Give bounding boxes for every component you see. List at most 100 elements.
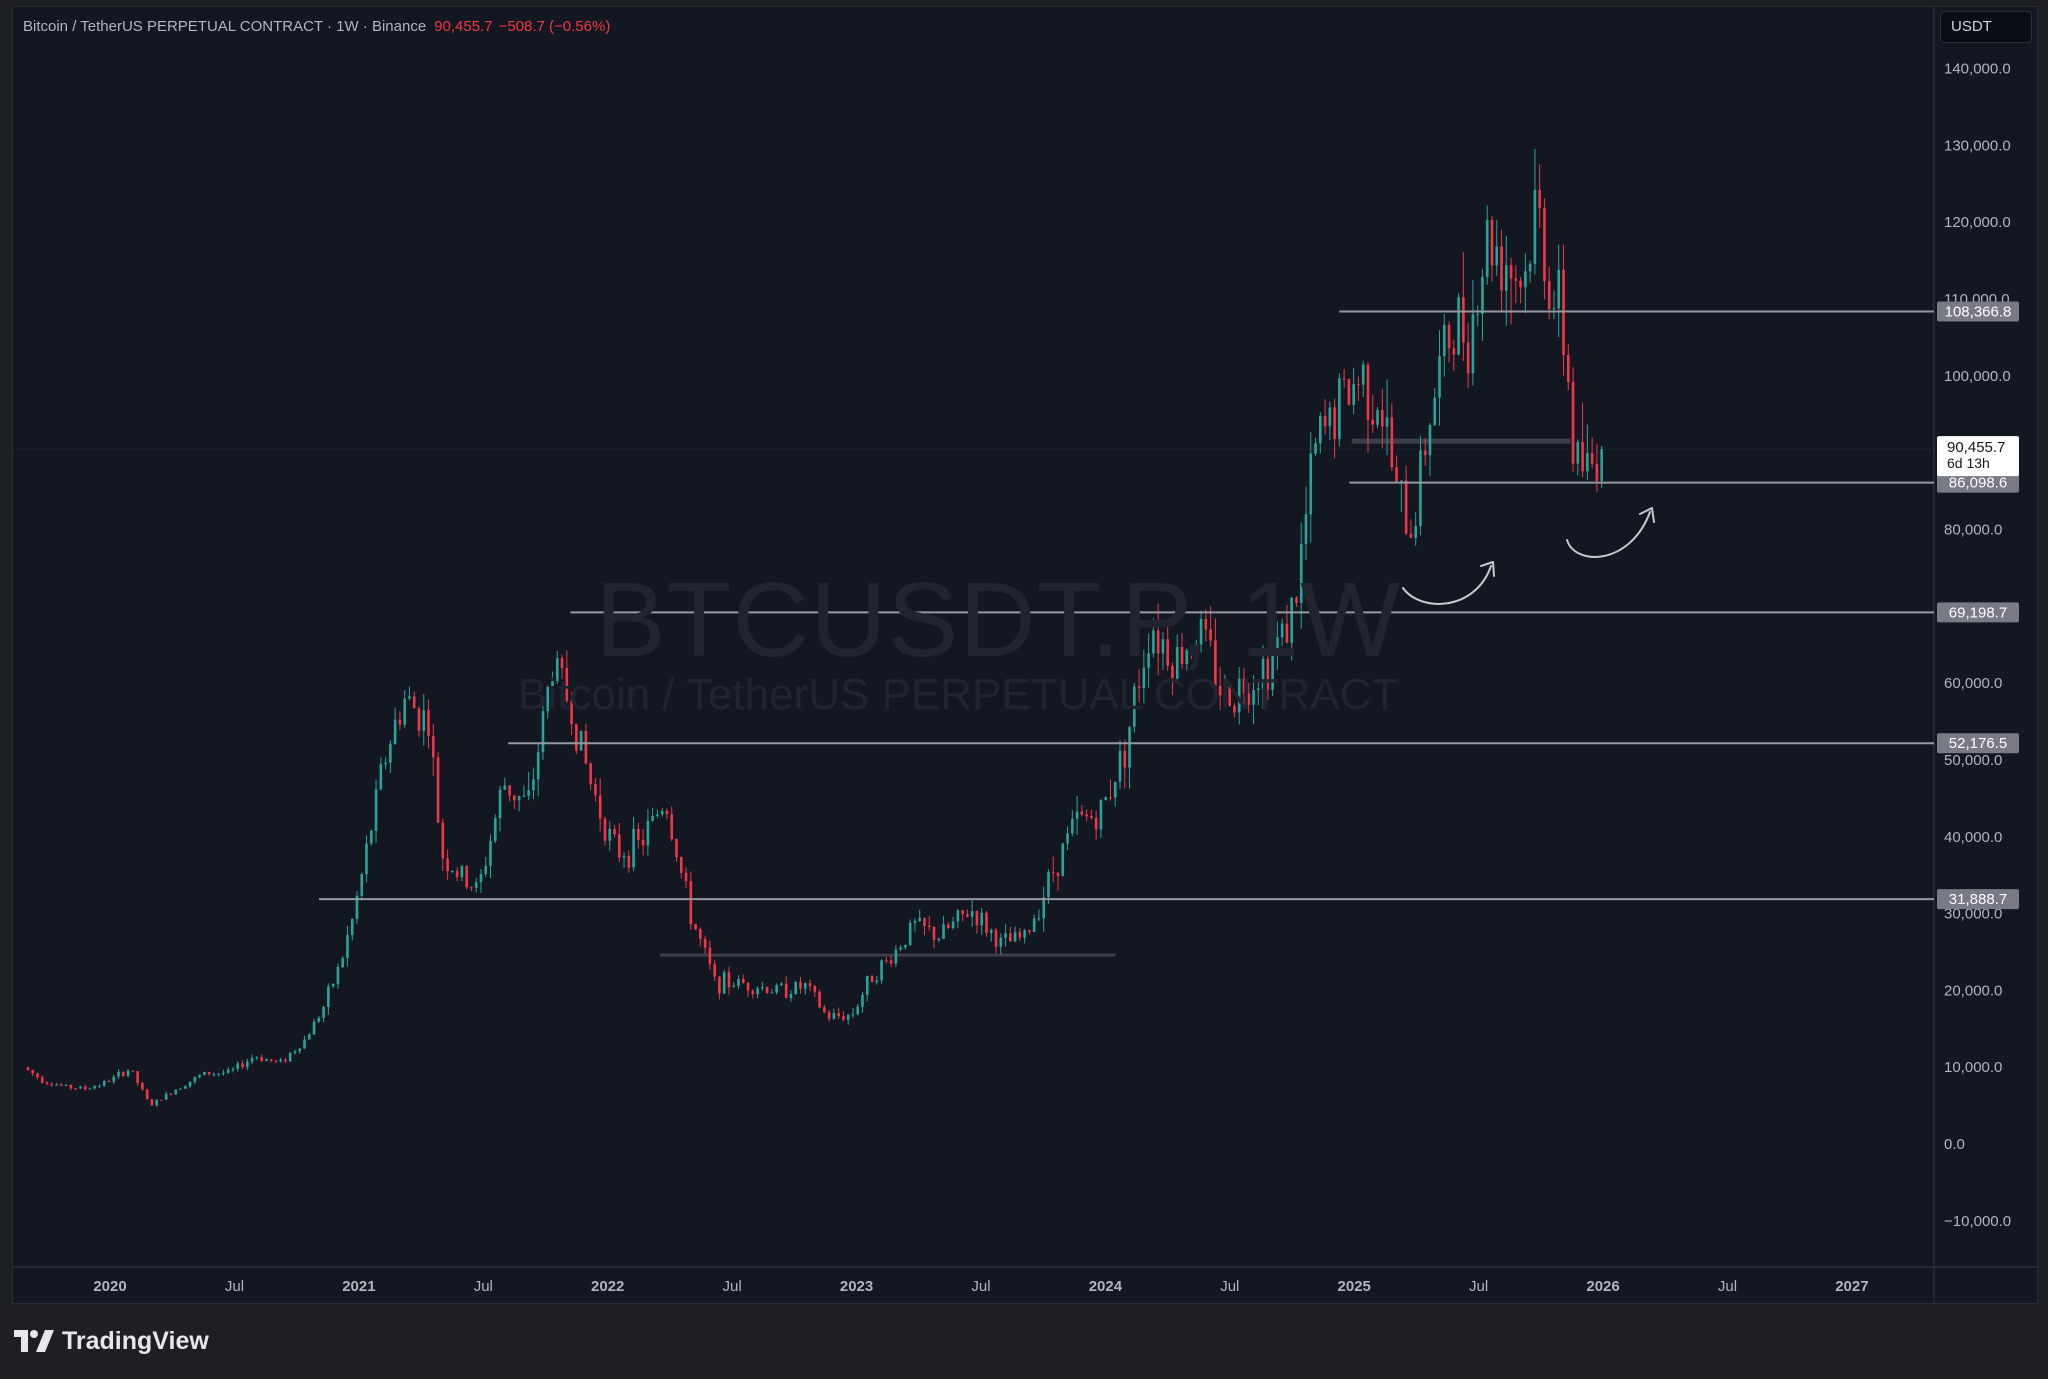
candle[interactable]: [646, 809, 650, 856]
candle[interactable]: [60, 1083, 63, 1087]
candle[interactable]: [1576, 439, 1580, 476]
candle[interactable]: [250, 1054, 254, 1065]
candle[interactable]: [1051, 856, 1055, 883]
candle[interactable]: [245, 1058, 249, 1071]
candle[interactable]: [1361, 360, 1365, 397]
candle[interactable]: [1566, 343, 1570, 391]
candle[interactable]: [298, 1048, 302, 1054]
candle[interactable]: [1509, 257, 1513, 325]
candle[interactable]: [565, 650, 569, 704]
candle[interactable]: [555, 650, 559, 684]
candle[interactable]: [222, 1069, 225, 1076]
candle[interactable]: [36, 1072, 39, 1080]
candle[interactable]: [474, 878, 478, 893]
candle[interactable]: [1481, 269, 1484, 341]
candle[interactable]: [1023, 928, 1026, 944]
candle[interactable]: [799, 976, 802, 994]
candle[interactable]: [1371, 394, 1375, 433]
candle[interactable]: [885, 956, 888, 964]
candle[interactable]: [470, 886, 473, 891]
candle[interactable]: [331, 983, 335, 989]
candle[interactable]: [107, 1079, 111, 1083]
candle[interactable]: [1142, 649, 1146, 704]
candle[interactable]: [1595, 444, 1599, 492]
candle[interactable]: [1385, 379, 1389, 456]
candle[interactable]: [102, 1079, 106, 1087]
candle[interactable]: [727, 966, 731, 995]
candle[interactable]: [951, 916, 955, 930]
candle[interactable]: [274, 1060, 278, 1064]
candle[interactable]: [1571, 367, 1575, 473]
candle[interactable]: [284, 1057, 287, 1064]
candle[interactable]: [813, 984, 817, 998]
candle[interactable]: [98, 1084, 101, 1088]
candle[interactable]: [1109, 779, 1112, 801]
candle[interactable]: [1442, 313, 1446, 377]
candle[interactable]: [322, 1005, 325, 1023]
candle[interactable]: [260, 1054, 263, 1062]
candle[interactable]: [360, 872, 364, 901]
candle[interactable]: [861, 991, 864, 1013]
candle[interactable]: [923, 917, 926, 936]
candle[interactable]: [1271, 628, 1274, 697]
candle[interactable]: [603, 816, 607, 846]
candle[interactable]: [1133, 682, 1136, 733]
candle[interactable]: [522, 785, 526, 798]
candle[interactable]: [1419, 435, 1422, 536]
candle[interactable]: [1228, 682, 1231, 707]
candle[interactable]: [350, 918, 354, 941]
candle[interactable]: [226, 1067, 230, 1075]
candle[interactable]: [1528, 260, 1532, 283]
candle[interactable]: [679, 856, 683, 879]
candle[interactable]: [1113, 781, 1117, 807]
candle[interactable]: [374, 779, 378, 843]
candle[interactable]: [422, 693, 426, 746]
candle[interactable]: [622, 852, 626, 868]
candle[interactable]: [1409, 519, 1413, 539]
candle[interactable]: [1600, 445, 1603, 489]
candle[interactable]: [317, 1016, 321, 1023]
candle[interactable]: [1090, 809, 1093, 820]
candle[interactable]: [1485, 205, 1489, 285]
candle[interactable]: [1261, 645, 1265, 709]
candle[interactable]: [303, 1035, 306, 1049]
candle[interactable]: [708, 940, 712, 970]
candle[interactable]: [1123, 739, 1127, 789]
candle[interactable]: [441, 818, 445, 872]
currency-button[interactable]: USDT: [1940, 11, 2032, 43]
candle[interactable]: [1476, 305, 1479, 327]
candle[interactable]: [179, 1088, 182, 1090]
candle[interactable]: [436, 752, 440, 824]
candle[interactable]: [751, 989, 755, 999]
candle[interactable]: [408, 686, 411, 701]
candle[interactable]: [536, 743, 540, 797]
candle[interactable]: [675, 838, 678, 862]
candle[interactable]: [88, 1087, 92, 1090]
candle[interactable]: [1147, 633, 1150, 688]
candle[interactable]: [1309, 432, 1313, 543]
candle[interactable]: [1314, 437, 1317, 456]
candle[interactable]: [1190, 647, 1193, 660]
candle[interactable]: [403, 690, 406, 728]
candle[interactable]: [1495, 219, 1499, 276]
candle[interactable]: [1028, 929, 1031, 935]
candle[interactable]: [1032, 914, 1036, 932]
candle[interactable]: [1285, 604, 1289, 644]
candle[interactable]: [1061, 842, 1065, 877]
candle[interactable]: [427, 699, 430, 749]
candle[interactable]: [1395, 455, 1398, 484]
candle[interactable]: [1104, 796, 1108, 801]
candle[interactable]: [637, 822, 640, 849]
candle[interactable]: [1428, 423, 1432, 476]
candle[interactable]: [1524, 253, 1527, 314]
candle[interactable]: [660, 807, 664, 817]
candle[interactable]: [1290, 596, 1293, 661]
candle[interactable]: [966, 909, 969, 918]
candle[interactable]: [1266, 639, 1270, 701]
candle[interactable]: [493, 814, 497, 844]
candle[interactable]: [732, 982, 736, 988]
candle[interactable]: [918, 909, 922, 922]
candle[interactable]: [1299, 522, 1303, 629]
candle[interactable]: [989, 928, 993, 942]
candle[interactable]: [570, 691, 573, 736]
